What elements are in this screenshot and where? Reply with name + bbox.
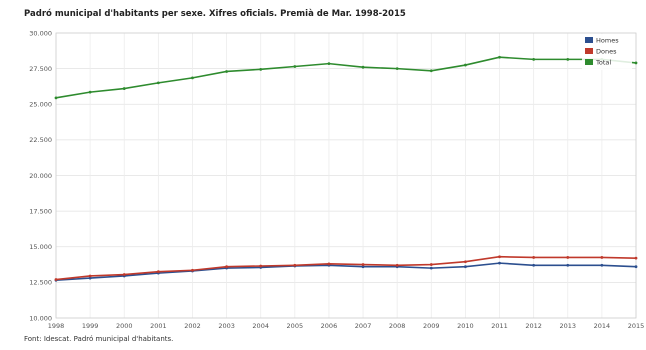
data-point bbox=[566, 263, 570, 267]
series-line bbox=[55, 56, 637, 99]
data-point bbox=[54, 96, 58, 100]
y-tick-label: 30.000 bbox=[29, 29, 52, 37]
x-tick-label: 1998 bbox=[48, 322, 65, 330]
y-tick-label: 15.000 bbox=[29, 243, 52, 251]
data-point bbox=[532, 263, 536, 267]
data-point bbox=[293, 263, 297, 267]
x-tick-label: 2000 bbox=[116, 322, 133, 330]
legend-label: Homes bbox=[596, 37, 619, 45]
x-tick-label: 2006 bbox=[321, 322, 338, 330]
data-point bbox=[122, 87, 126, 90]
data-point bbox=[464, 63, 467, 67]
legend-swatch bbox=[585, 59, 593, 65]
data-point bbox=[600, 256, 604, 259]
x-tick-label: 2014 bbox=[594, 322, 611, 330]
data-point bbox=[566, 256, 570, 259]
series-total bbox=[54, 55, 638, 100]
data-point bbox=[225, 265, 228, 269]
data-point bbox=[361, 263, 365, 266]
plot-frame bbox=[55, 32, 637, 319]
data-point bbox=[327, 262, 331, 266]
data-point bbox=[54, 278, 58, 281]
x-tick-label: 2008 bbox=[389, 322, 406, 330]
y-tick-label: 10.000 bbox=[29, 314, 52, 322]
data-point bbox=[532, 57, 536, 61]
series-lines bbox=[54, 55, 638, 282]
legend: Homes Dones Total bbox=[582, 34, 632, 70]
data-point bbox=[327, 62, 331, 66]
grid bbox=[55, 32, 637, 319]
data-point bbox=[259, 264, 263, 268]
x-tick-label: 2003 bbox=[218, 322, 235, 330]
data-point bbox=[634, 265, 638, 269]
data-point bbox=[464, 260, 467, 264]
data-point bbox=[634, 256, 638, 260]
y-tick-label: 20.000 bbox=[29, 172, 52, 180]
x-tick-label: 1999 bbox=[82, 322, 99, 330]
series-line bbox=[55, 262, 637, 282]
data-point bbox=[498, 261, 501, 265]
legend-label: Dones bbox=[596, 48, 617, 56]
x-tick-label: 2012 bbox=[525, 322, 542, 330]
data-point bbox=[429, 69, 433, 73]
y-tick-label: 22.500 bbox=[29, 136, 52, 144]
data-point bbox=[600, 263, 604, 267]
x-tick-label: 2007 bbox=[355, 322, 372, 330]
data-point bbox=[88, 274, 92, 278]
legend-swatch bbox=[585, 48, 593, 54]
data-point bbox=[395, 67, 399, 71]
data-point bbox=[191, 76, 194, 80]
legend-label: Total bbox=[595, 59, 611, 67]
data-point bbox=[532, 256, 536, 259]
x-tick-label: 2004 bbox=[252, 322, 269, 330]
x-tick-label: 2010 bbox=[457, 322, 474, 330]
x-tick-label: 2005 bbox=[287, 322, 304, 330]
data-point bbox=[634, 61, 638, 65]
x-tick-label: 2009 bbox=[423, 322, 440, 330]
legend-swatch bbox=[585, 37, 593, 43]
data-point bbox=[156, 81, 160, 85]
y-tick-label: 25.000 bbox=[29, 101, 52, 109]
data-point bbox=[464, 265, 467, 269]
y-axis-ticks: 10.000 12.500 15.000 17.500 20.000 22.500 25.0… bbox=[29, 29, 52, 322]
x-tick-label: 2013 bbox=[559, 322, 576, 330]
source-note: Font: Idescat. Padró municipal d'habitan… bbox=[24, 335, 174, 343]
series-line bbox=[55, 255, 637, 281]
y-tick-label: 27.500 bbox=[29, 65, 52, 73]
data-point bbox=[225, 70, 228, 73]
data-point bbox=[395, 263, 399, 267]
data-point bbox=[259, 67, 263, 71]
data-point bbox=[429, 266, 433, 270]
data-point bbox=[498, 55, 501, 59]
data-point bbox=[361, 65, 365, 69]
x-tick-label: 2011 bbox=[491, 322, 508, 330]
y-tick-label: 17.500 bbox=[29, 207, 52, 215]
data-point bbox=[498, 255, 501, 259]
data-point bbox=[156, 270, 160, 274]
data-point bbox=[122, 273, 126, 276]
y-tick-label: 12.500 bbox=[29, 279, 52, 287]
x-tick-label: 2001 bbox=[150, 322, 167, 330]
chart-title: Padró municipal d'habitants per sexe. Xi… bbox=[24, 9, 406, 19]
x-tick-label: 2015 bbox=[628, 322, 645, 330]
data-point bbox=[191, 268, 194, 272]
data-point bbox=[88, 276, 92, 280]
x-tick-label: 2002 bbox=[184, 322, 201, 330]
x-axis-ticks: 1998 1999 2000 2001 2002 2003 2004 2005 2006 2007… bbox=[48, 322, 645, 330]
data-point bbox=[361, 265, 365, 269]
series-dones bbox=[54, 255, 638, 281]
data-point bbox=[88, 90, 92, 94]
data-point bbox=[293, 65, 297, 68]
data-point bbox=[566, 57, 570, 61]
data-point bbox=[429, 263, 433, 266]
